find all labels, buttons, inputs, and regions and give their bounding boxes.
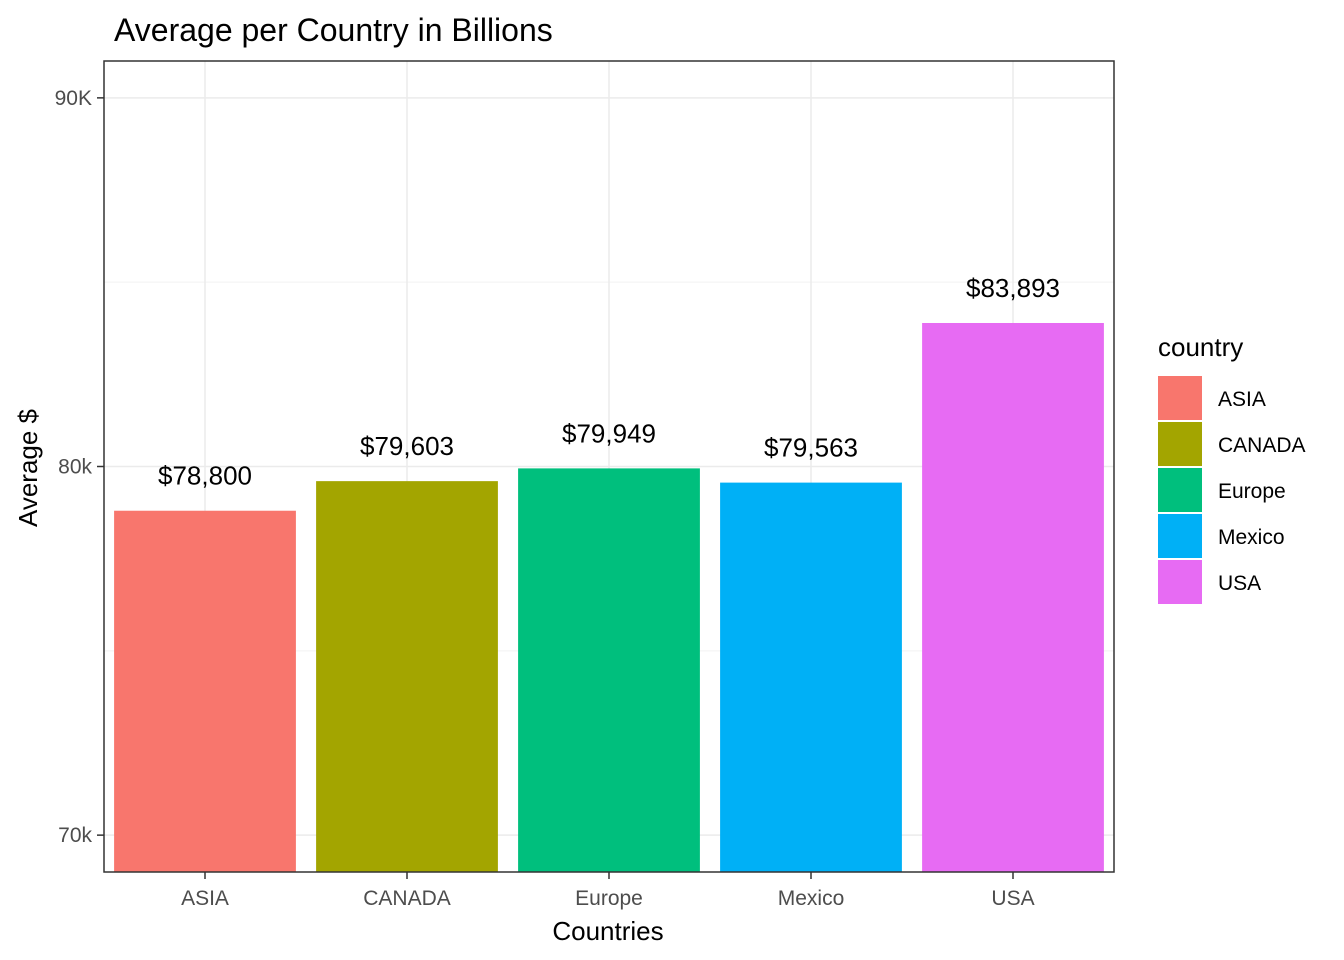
legend-label: Mexico	[1218, 526, 1285, 549]
chart-title: Average per Country in Billions	[114, 12, 553, 48]
bar-value-label: $79,603	[360, 431, 454, 461]
bar-mexico	[720, 482, 902, 872]
bar-canada	[316, 481, 498, 872]
bar-asia	[114, 510, 296, 872]
legend-swatch	[1158, 560, 1202, 604]
bar-usa	[922, 322, 1104, 872]
x-axis: ASIA CANADA Europe Mexico USA	[181, 872, 1035, 910]
legend-label: USA	[1218, 572, 1261, 595]
x-tick-label: ASIA	[181, 887, 229, 910]
bar-value-label: $78,800	[158, 461, 252, 491]
x-axis-title: Countries	[552, 916, 663, 946]
y-tick-label: 80k	[58, 456, 92, 479]
bar-value-label: $79,563	[764, 433, 858, 463]
legend-swatch	[1158, 422, 1202, 466]
plot-panel: $78,800 $79,603 $79,949 $79,563 $83,893	[103, 60, 1115, 873]
y-axis-title: Average $	[13, 408, 43, 527]
x-tick-label: USA	[991, 887, 1034, 910]
bar-europe	[518, 468, 700, 872]
legend-swatch	[1158, 376, 1202, 420]
bar-value-label: $83,893	[966, 273, 1060, 303]
y-axis: 70k 80k 90K	[55, 87, 104, 847]
x-tick-label: CANADA	[363, 887, 451, 910]
legend-title: country	[1158, 332, 1243, 362]
x-tick-label: Mexico	[778, 887, 845, 910]
legend: country ASIA CANADA Europe Mexico USA	[1158, 332, 1306, 604]
y-tick-label: 90K	[55, 87, 92, 110]
legend-swatch	[1158, 514, 1202, 558]
legend-label: ASIA	[1218, 388, 1266, 411]
bar-value-label: $79,949	[562, 418, 656, 448]
legend-label: Europe	[1218, 480, 1286, 503]
legend-swatch	[1158, 468, 1202, 512]
legend-label: CANADA	[1218, 434, 1306, 457]
y-tick-label: 70k	[58, 824, 92, 847]
x-tick-label: Europe	[575, 887, 643, 910]
